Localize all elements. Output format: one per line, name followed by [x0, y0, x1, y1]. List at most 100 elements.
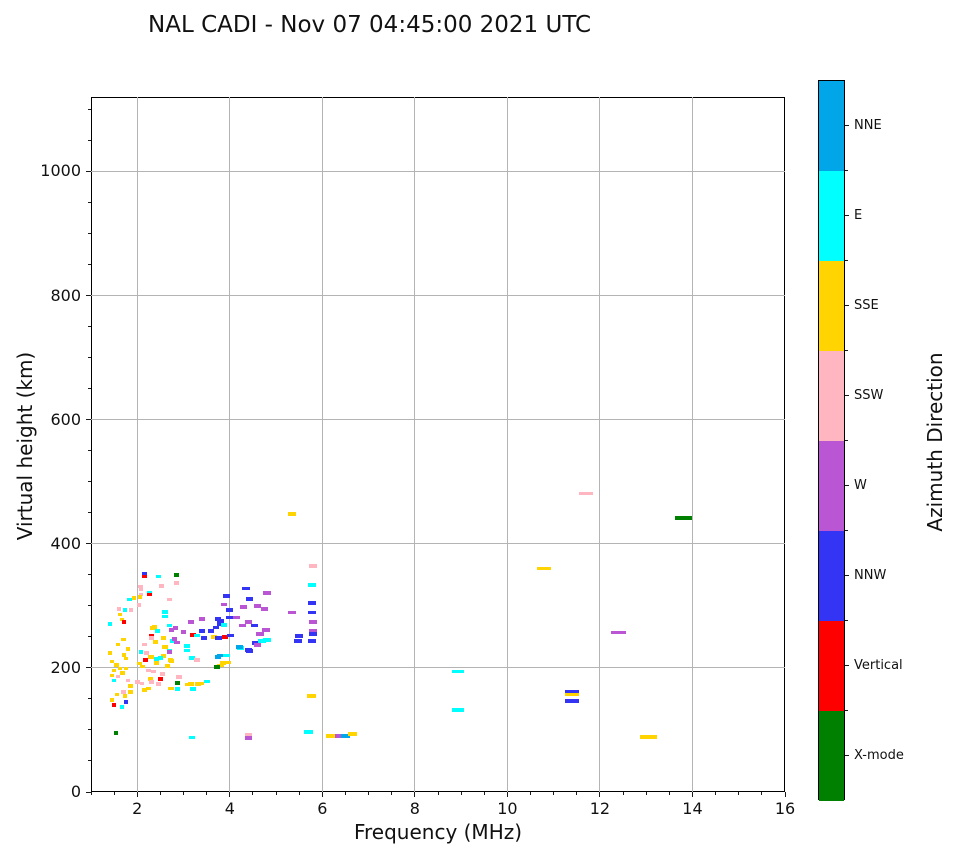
x-major-tick	[414, 792, 416, 797]
data-point	[123, 694, 128, 698]
data-point	[174, 687, 181, 691]
data-point	[240, 605, 248, 609]
data-point	[250, 623, 258, 628]
gridline-x	[136, 97, 138, 792]
data-point	[117, 612, 122, 617]
colorbar-tick	[845, 574, 849, 576]
data-point	[148, 654, 154, 659]
y-minor-tick	[88, 326, 91, 328]
data-point	[116, 642, 121, 647]
data-point	[116, 607, 121, 611]
x-tick-label: 4	[224, 799, 235, 818]
x-minor-tick	[183, 792, 185, 795]
data-point	[162, 614, 168, 619]
data-point	[138, 587, 144, 591]
y-tick-label: 0	[70, 782, 81, 801]
data-point	[161, 654, 167, 658]
colorbar-boundary-tick	[845, 259, 848, 261]
colorbar-boundary-tick	[845, 169, 848, 171]
data-point	[223, 594, 230, 598]
data-point	[146, 591, 152, 595]
data-point	[153, 657, 159, 661]
data-point	[148, 636, 154, 640]
colorbar-axis-label: Azimuth Direction	[923, 352, 947, 532]
colorbar-tick	[845, 214, 849, 216]
data-point	[184, 648, 191, 653]
data-point	[142, 658, 148, 662]
data-point	[304, 730, 313, 734]
x-minor-tick	[298, 792, 300, 795]
x-minor-tick	[738, 792, 740, 795]
x-tick-label: 6	[317, 799, 328, 818]
data-point	[108, 651, 113, 655]
data-point	[168, 659, 175, 663]
data-point	[174, 640, 180, 645]
data-point	[180, 630, 187, 634]
data-point	[141, 642, 147, 647]
data-point	[220, 623, 228, 627]
data-point	[253, 604, 262, 608]
data-point	[263, 591, 271, 595]
data-point	[148, 680, 154, 684]
colorbar-tick	[845, 304, 849, 306]
x-major-tick	[691, 792, 693, 797]
x-minor-tick	[206, 792, 208, 795]
x-axis-label: Frequency (MHz)	[353, 820, 523, 844]
data-point	[123, 666, 128, 671]
data-point	[307, 610, 317, 615]
data-point	[188, 620, 194, 624]
data-point	[288, 512, 297, 516]
y-minor-tick	[88, 108, 91, 110]
x-tick-label: 2	[132, 799, 143, 818]
data-point	[199, 617, 206, 621]
data-point	[112, 703, 117, 707]
x-minor-tick	[553, 792, 555, 795]
data-point	[227, 633, 235, 638]
data-point	[131, 595, 137, 600]
colorbar-tick-label: Vertical	[854, 657, 903, 673]
data-point	[115, 692, 120, 697]
data-point	[219, 661, 227, 665]
data-point	[214, 617, 221, 621]
data-point	[224, 660, 231, 665]
x-minor-tick	[113, 792, 115, 795]
x-minor-tick	[391, 792, 393, 795]
x-minor-tick	[344, 792, 346, 795]
data-point	[157, 677, 163, 681]
data-point	[112, 678, 117, 683]
colorbar-segment-e	[819, 171, 844, 261]
data-point	[138, 584, 143, 589]
gridline-y	[91, 667, 785, 669]
gridline-y	[91, 419, 785, 421]
data-point	[122, 608, 127, 612]
data-point	[160, 636, 166, 640]
colorbar	[818, 80, 845, 801]
data-point	[122, 620, 127, 624]
data-point	[217, 663, 224, 668]
colorbar-segment-vertical	[819, 621, 844, 711]
data-point	[578, 491, 594, 496]
data-point	[308, 564, 318, 568]
x-minor-tick	[460, 792, 462, 795]
y-minor-tick	[88, 450, 91, 452]
x-tick-label: 12	[589, 799, 611, 818]
data-point	[226, 615, 234, 620]
x-tick-label: 16	[774, 799, 796, 818]
data-point	[156, 574, 162, 579]
colorbar-segment-sse	[819, 261, 844, 351]
data-point	[176, 675, 182, 679]
data-point	[242, 586, 250, 591]
data-point	[610, 630, 627, 635]
data-point	[141, 688, 147, 693]
y-major-tick	[86, 170, 91, 172]
data-point	[217, 618, 224, 623]
data-point	[166, 649, 173, 654]
data-point	[262, 628, 270, 632]
y-minor-tick	[88, 698, 91, 700]
x-minor-tick	[252, 792, 254, 795]
y-major-tick	[86, 791, 91, 793]
data-point	[223, 653, 230, 658]
colorbar-segment-x-mode	[819, 711, 844, 801]
data-point	[107, 622, 112, 626]
